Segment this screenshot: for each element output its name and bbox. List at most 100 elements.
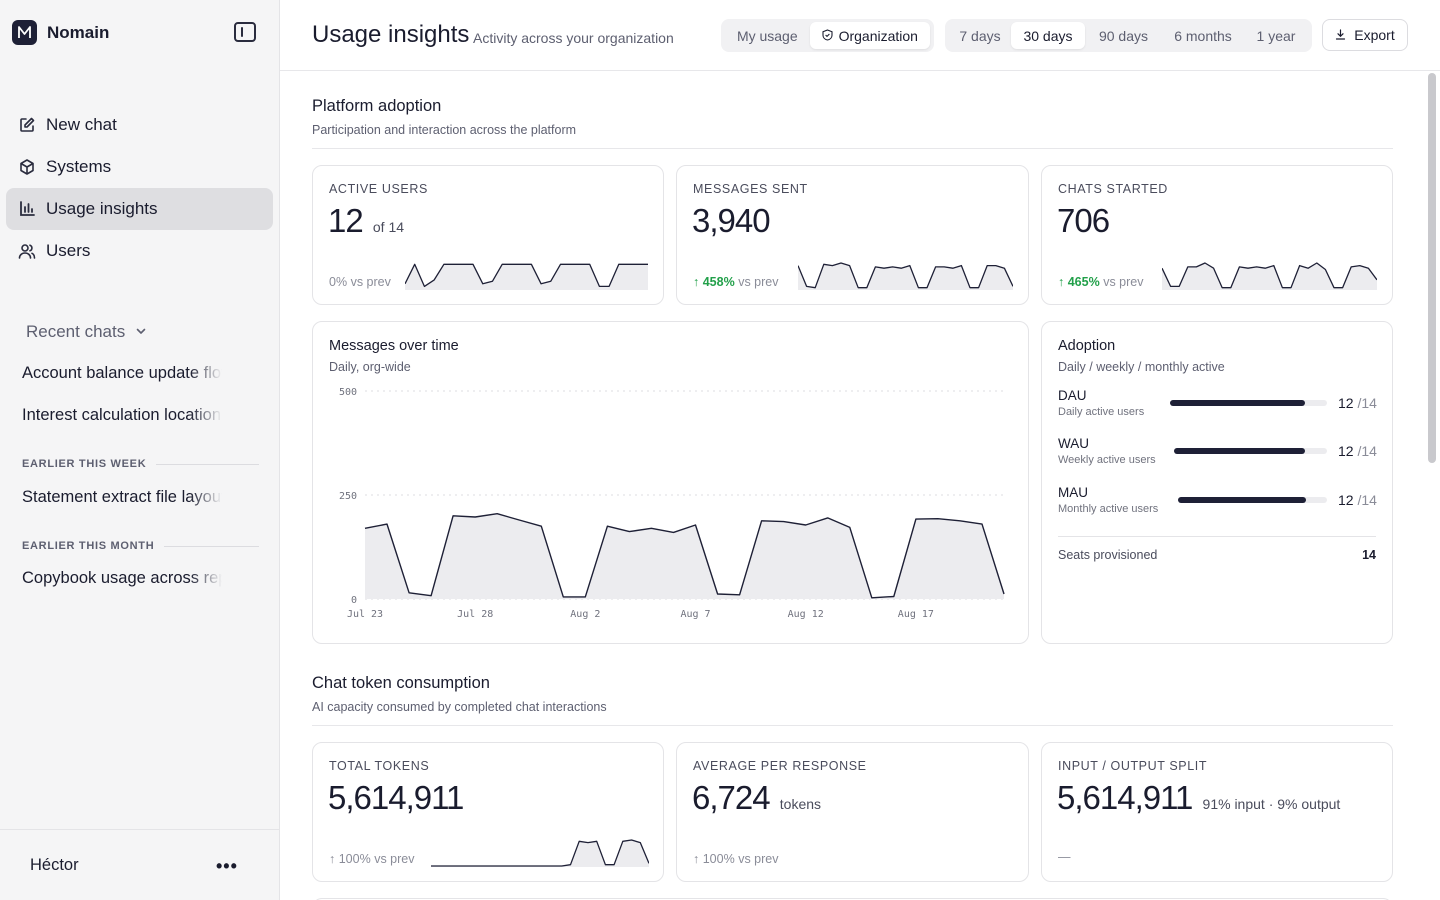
section-subtitle-adoption: Participation and interaction across the…: [312, 123, 577, 137]
adoption-total: /14: [1357, 443, 1377, 459]
edit-icon: [18, 116, 36, 134]
kpi-value: 12 of 14: [328, 202, 404, 240]
kpi-change: ↑ 100% vs prev: [329, 852, 415, 866]
adoption-value: 12 /14: [1338, 395, 1377, 411]
kpi-change: ↑ 458% vs prev: [693, 275, 779, 289]
chart-title: Messages over time: [329, 338, 459, 354]
adoption-row-mau: MAU Monthly active users 12 /14: [1058, 485, 1377, 525]
nav-label: New chat: [46, 115, 117, 134]
recent-chat-item[interactable]: Statement extract file layout: [22, 488, 222, 506]
recent-chats-toggle[interactable]: Recent chats: [26, 322, 147, 342]
range-7-days[interactable]: 7 days: [959, 27, 1001, 44]
divider: [156, 463, 259, 465]
sidebar-footer: Héctor •••: [0, 829, 279, 900]
nav-item-usage-insights[interactable]: Usage insights: [6, 188, 273, 230]
page-title: Usage insights: [312, 21, 470, 48]
adoption-metric-name: WAU: [1058, 436, 1089, 451]
divider: [164, 545, 259, 547]
chevron-down-icon: [135, 322, 147, 342]
sparkline-area: [1162, 263, 1377, 290]
adoption-metric-desc: Monthly active users: [1058, 503, 1159, 515]
kpi-number: 706: [1057, 202, 1110, 239]
recent-chat-item[interactable]: Account balance update flow: [22, 364, 222, 382]
adoption-title: Adoption: [1058, 338, 1116, 354]
range-1-year[interactable]: 1 year: [1256, 27, 1296, 44]
adoption-count: 12: [1338, 492, 1354, 508]
adoption-total: /14: [1357, 395, 1377, 411]
kpi-label: INPUT / OUTPUT SPLIT: [1058, 759, 1208, 773]
sparkline-area: [798, 263, 1013, 290]
change-value: 465%: [1067, 275, 1100, 289]
section-divider: [312, 725, 1393, 726]
export-label: Export: [1354, 27, 1395, 43]
export-button[interactable]: Export: [1322, 19, 1408, 51]
chat-group-label: EARLIER THIS MONTH: [22, 540, 259, 552]
kpi-change: ↑ 465% vs prev: [1058, 275, 1144, 289]
scope-toggle: My usage Organization: [721, 19, 934, 52]
kpi-suffix: tokens: [779, 796, 822, 812]
shield-icon: [822, 28, 833, 44]
section-title-adoption: Platform adoption: [312, 97, 442, 115]
adoption-bar-fill: [1178, 497, 1306, 503]
sparkline-area: [405, 264, 648, 290]
kpi-value: 6,724 tokens: [692, 779, 821, 817]
change-value: 0%: [329, 275, 348, 289]
nav-label: Usage insights: [46, 199, 158, 218]
page-header: Usage insights Activity across your orga…: [280, 0, 1440, 71]
change-suffix: vs prev: [374, 852, 415, 866]
tab-my-usage[interactable]: My usage: [736, 27, 798, 44]
change-suffix: vs prev: [738, 275, 779, 289]
nav-item-new-chat[interactable]: New chat: [6, 104, 273, 146]
kpi-number: 6,724: [692, 779, 771, 816]
kpi-number: 3,940: [692, 202, 771, 239]
adoption-row-dau: DAU Daily active users 12 /14: [1058, 388, 1377, 428]
change-value: 100%: [338, 852, 371, 866]
kpi-label: AVERAGE PER RESPONSE: [693, 759, 867, 773]
kpi-value: 706: [1057, 202, 1110, 240]
x-tick-label: Jul 28: [457, 609, 493, 620]
adoption-bar-track: [1178, 497, 1327, 503]
recent-chat-item[interactable]: Copybook usage across repos: [22, 569, 222, 587]
user-name[interactable]: Héctor: [30, 856, 79, 874]
adoption-count: 12: [1338, 443, 1354, 459]
nav-item-users[interactable]: Users: [6, 230, 273, 272]
kpi-suffix: of 14: [372, 219, 405, 235]
brand[interactable]: Nomain: [12, 20, 109, 45]
arrow-up-icon: ↑: [329, 852, 336, 866]
sidebar: Nomain New chat Systems Usage insights: [0, 0, 280, 900]
range-30-days[interactable]: 30 days: [1011, 22, 1085, 49]
nav-item-systems[interactable]: Systems: [6, 146, 273, 188]
range-6-months[interactable]: 6 months: [1174, 27, 1232, 44]
brand-name: Nomain: [47, 22, 110, 42]
sparkline-line: [798, 262, 1013, 289]
nomain-logo-icon: [12, 20, 37, 45]
change-value: 100%: [702, 852, 735, 866]
group-label-text: EARLIER THIS WEEK: [22, 458, 147, 470]
change-suffix: vs prev: [1103, 275, 1144, 289]
kpi-label: ACTIVE USERS: [329, 182, 428, 196]
messages-area: [365, 513, 1004, 599]
kpi-number: 5,614,911: [1057, 779, 1193, 816]
scrollbar[interactable]: [1428, 73, 1436, 463]
sparkline-line: [431, 839, 649, 867]
kpi-card-average-per-response: AVERAGE PER RESPONSE 6,724 tokens ↑ 100%…: [676, 742, 1029, 882]
sparkline: [431, 839, 649, 867]
range-90-days[interactable]: 90 days: [1098, 27, 1149, 44]
sparkline: [1162, 262, 1377, 290]
arrow-up-icon: ↑: [693, 852, 700, 866]
tab-organization[interactable]: Organization: [809, 22, 930, 49]
kpi-card-active-users: ACTIVE USERS 12 of 14 0% vs prev: [312, 165, 664, 305]
adoption-total: /14: [1357, 492, 1377, 508]
seats-value: 14: [1362, 548, 1376, 562]
more-icon[interactable]: •••: [216, 856, 238, 876]
kpi-change: 0% vs prev: [329, 275, 391, 289]
chat-group-label: EARLIER THIS WEEK: [22, 458, 259, 470]
recent-chat-item[interactable]: Interest calculation location: [22, 406, 222, 424]
adoption-bar-track: [1174, 448, 1327, 454]
kpi-value: 5,614,911 91% input · 9% output: [1057, 779, 1340, 817]
adoption-metric-name: DAU: [1058, 388, 1087, 403]
sidebar-toggle-icon[interactable]: [234, 22, 256, 42]
range-toggle: 7 days 30 days 90 days 6 months 1 year: [945, 19, 1312, 52]
change-suffix: vs prev: [350, 275, 391, 289]
arrow-up-icon: ↑: [1058, 275, 1065, 289]
